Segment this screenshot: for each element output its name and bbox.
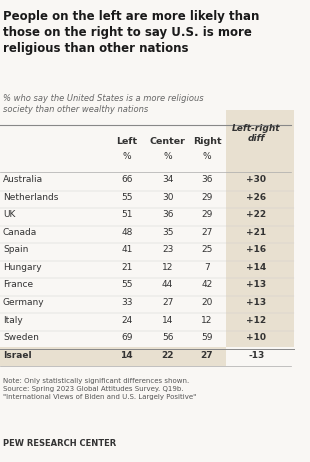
Text: Spain: Spain [3, 245, 28, 254]
Text: Germany: Germany [3, 298, 45, 307]
Text: UK: UK [3, 210, 15, 219]
Text: Left: Left [116, 137, 137, 146]
Text: %: % [163, 152, 172, 161]
Text: +26: +26 [246, 193, 267, 201]
Text: 12: 12 [162, 263, 173, 272]
FancyBboxPatch shape [226, 110, 294, 347]
Text: +10: +10 [246, 333, 267, 342]
Text: 14: 14 [162, 316, 173, 324]
Text: Note: Only statistically significant differences shown.
Source: Spring 2023 Glob: Note: Only statistically significant dif… [3, 377, 196, 400]
Text: Canada: Canada [3, 228, 37, 237]
Text: 29: 29 [201, 193, 213, 201]
Text: 36: 36 [162, 210, 173, 219]
Text: 12: 12 [201, 316, 213, 324]
Text: 41: 41 [121, 245, 132, 254]
Text: +12: +12 [246, 316, 267, 324]
Text: 51: 51 [121, 210, 133, 219]
Text: 21: 21 [121, 263, 132, 272]
Text: %: % [122, 152, 131, 161]
Text: 25: 25 [201, 245, 213, 254]
Text: % who say the United States is a more religious
society than other wealthy natio: % who say the United States is a more re… [3, 94, 204, 115]
Text: 29: 29 [201, 210, 213, 219]
Text: 7: 7 [204, 263, 210, 272]
Text: +30: +30 [246, 175, 267, 184]
Text: 66: 66 [121, 175, 133, 184]
Text: 22: 22 [161, 351, 174, 359]
Text: +22: +22 [246, 210, 267, 219]
FancyBboxPatch shape [0, 347, 226, 365]
Text: Italy: Italy [3, 316, 23, 324]
Text: 69: 69 [121, 333, 133, 342]
Text: Netherlands: Netherlands [3, 193, 58, 201]
Text: 59: 59 [201, 333, 213, 342]
Text: +13: +13 [246, 298, 267, 307]
Text: People on the left are more likely than
those on the right to say U.S. is more
r: People on the left are more likely than … [3, 10, 259, 55]
Text: 27: 27 [201, 351, 213, 359]
Text: Center: Center [150, 137, 185, 146]
Text: -13: -13 [248, 351, 265, 359]
Text: %: % [203, 152, 211, 161]
Text: 23: 23 [162, 245, 173, 254]
Text: 36: 36 [201, 175, 213, 184]
Text: +14: +14 [246, 263, 267, 272]
Text: 14: 14 [121, 351, 133, 359]
Text: 33: 33 [121, 298, 133, 307]
Text: 55: 55 [121, 193, 133, 201]
Text: 56: 56 [162, 333, 173, 342]
Text: 48: 48 [121, 228, 132, 237]
Text: 34: 34 [162, 175, 173, 184]
Text: France: France [3, 280, 33, 289]
Text: 27: 27 [201, 228, 213, 237]
Text: Left-right
diff: Left-right diff [232, 124, 281, 143]
Text: 24: 24 [121, 316, 132, 324]
Text: Right: Right [193, 137, 221, 146]
Text: Hungary: Hungary [3, 263, 42, 272]
Text: 44: 44 [162, 280, 173, 289]
Text: 35: 35 [162, 228, 173, 237]
Text: Australia: Australia [3, 175, 43, 184]
Text: 55: 55 [121, 280, 133, 289]
Text: +13: +13 [246, 280, 267, 289]
Text: PEW RESEARCH CENTER: PEW RESEARCH CENTER [3, 439, 116, 448]
Text: Sweden: Sweden [3, 333, 39, 342]
Text: 20: 20 [201, 298, 213, 307]
Text: Israel: Israel [3, 351, 32, 359]
Text: 42: 42 [201, 280, 213, 289]
Text: +16: +16 [246, 245, 267, 254]
Text: +21: +21 [246, 228, 267, 237]
Text: 27: 27 [162, 298, 173, 307]
Text: 30: 30 [162, 193, 173, 201]
